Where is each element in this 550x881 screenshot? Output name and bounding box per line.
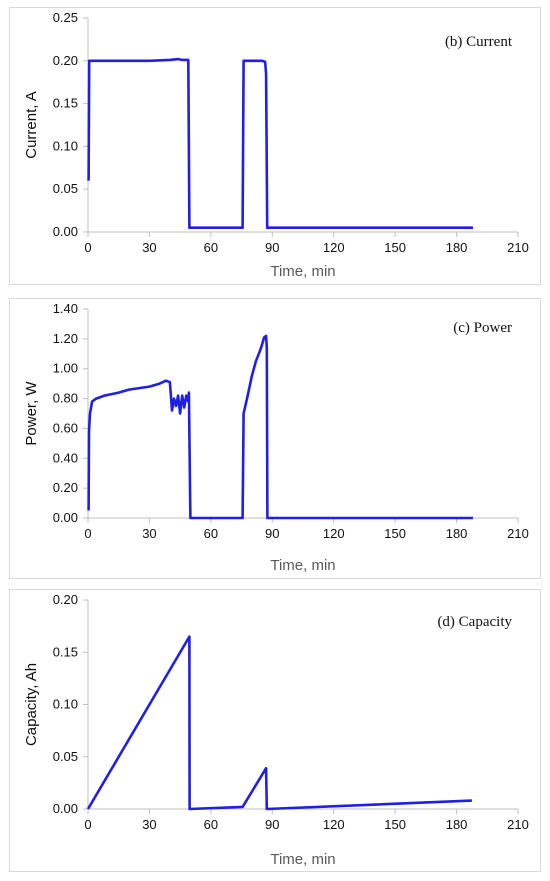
capacity-x-tick-label: 30 xyxy=(142,817,156,832)
capacity-x-tick-label: 90 xyxy=(265,817,279,832)
power-y-tick-label: 1.40 xyxy=(53,301,78,316)
power-chart: 0 30 60 90 120 150 180 210 0.00 0.20 0.40 0.60 0.80 1… xyxy=(23,301,529,574)
capacity-chart: 0 30 60 90 120 150 180 210 0.00 0.05 0.10 0.15 0.20 T… xyxy=(23,592,529,868)
capacity-series-line xyxy=(86,635,472,811)
capacity-x-tick-label: 0 xyxy=(84,817,91,832)
power-y-tick-label: 0.40 xyxy=(53,450,78,465)
power-x-tick-label: 180 xyxy=(446,526,468,541)
capacity-x-tick-label: 210 xyxy=(507,817,529,832)
current-x-axis-label: Time, min xyxy=(270,263,335,280)
current-y-tick-label: 0.25 xyxy=(53,10,78,25)
current-x-tick-label: 150 xyxy=(384,240,406,255)
power-chart-panel: 0 30 60 90 120 150 180 210 0.00 0.20 0.40 0.60 0.80 1… xyxy=(9,298,541,579)
power-y-tick-label: 0.00 xyxy=(53,510,78,525)
power-y-tick-label: 0.80 xyxy=(53,391,78,406)
current-x-tick-label: 90 xyxy=(265,240,279,255)
capacity-x-tick-label: 60 xyxy=(204,817,218,832)
current-y-tick-label: 0.15 xyxy=(53,96,78,111)
power-y-tick-label: 1.00 xyxy=(53,361,78,376)
power-x-tick-label: 90 xyxy=(265,526,279,541)
power-x-tick-label: 60 xyxy=(204,526,218,541)
capacity-y-tick-label: 0.15 xyxy=(53,644,78,659)
power-x-tick-label: 150 xyxy=(384,526,406,541)
power-x-tick-label: 120 xyxy=(323,526,345,541)
current-x-tick-label: 0 xyxy=(84,240,91,255)
power-x-tick-label: 30 xyxy=(142,526,156,541)
capacity-annotation: (d) Capacity xyxy=(437,614,512,630)
capacity-x-axis-label: Time, min xyxy=(270,851,335,868)
current-x-tick-label: 60 xyxy=(204,240,218,255)
current-chart: 0 30 60 90 120 150 180 210 0.00 0.05 0.10 0.15 0.20 0… xyxy=(23,10,529,280)
power-y-tick-label: 1.20 xyxy=(53,331,78,346)
current-y-tick-label: 0.05 xyxy=(53,181,78,196)
current-x-tick-label: 210 xyxy=(507,240,529,255)
capacity-y-tick-label: 0.10 xyxy=(53,697,78,712)
power-series-line xyxy=(87,334,473,520)
capacity-y-tick-label: 0.00 xyxy=(53,801,78,816)
power-x-tick-label: 0 xyxy=(84,526,91,541)
current-series-line xyxy=(87,57,473,229)
current-y-tick-label: 0.20 xyxy=(53,53,78,68)
capacity-x-tick-label: 180 xyxy=(446,817,468,832)
power-x-axis-label: Time, min xyxy=(270,557,335,574)
current-y-tick-label: 0.00 xyxy=(53,224,78,239)
current-annotation: (b) Current xyxy=(445,34,513,50)
current-x-tick-label: 180 xyxy=(446,240,468,255)
current-x-tick-label: 30 xyxy=(142,240,156,255)
capacity-y-tick-label: 0.20 xyxy=(53,592,78,607)
current-y-tick-label: 0.10 xyxy=(53,138,78,153)
power-x-tick-label: 210 xyxy=(507,526,529,541)
capacity-y-axis-label: Capacity, Ah xyxy=(23,663,40,746)
capacity-chart-panel: 0 30 60 90 120 150 180 210 0.00 0.05 0.10 0.15 0.20 T… xyxy=(9,589,541,872)
current-x-tick-label: 120 xyxy=(323,240,345,255)
capacity-x-tick-label: 150 xyxy=(384,817,406,832)
current-y-axis-label: Current, A xyxy=(23,91,40,159)
power-annotation: (c) Power xyxy=(453,320,512,336)
power-y-axis-label: Power, W xyxy=(23,381,40,446)
capacity-x-tick-label: 120 xyxy=(323,817,345,832)
current-chart-panel: 0 30 60 90 120 150 180 210 0.00 0.05 0.10 0.15 0.20 0… xyxy=(9,7,541,285)
power-y-tick-label: 0.20 xyxy=(53,480,78,495)
power-y-tick-label: 0.60 xyxy=(53,420,78,435)
capacity-y-tick-label: 0.05 xyxy=(53,749,78,764)
